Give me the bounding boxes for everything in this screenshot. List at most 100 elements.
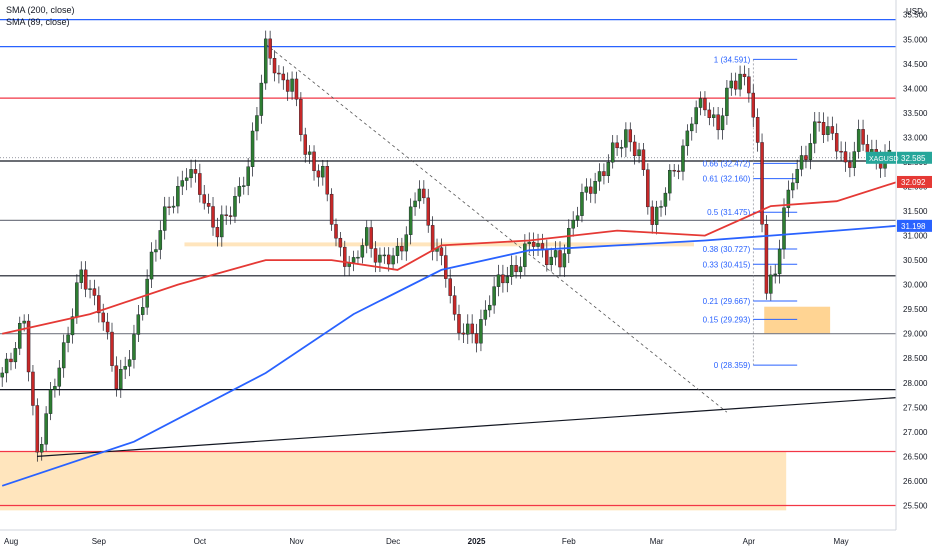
candle[interactable]	[408, 198, 413, 245]
candle[interactable]	[35, 398, 40, 462]
candle[interactable]	[57, 360, 62, 396]
candle[interactable]	[272, 50, 277, 82]
candle[interactable]	[0, 367, 4, 387]
candle[interactable]	[760, 133, 764, 233]
candle[interactable]	[413, 192, 417, 216]
candle[interactable]	[738, 65, 742, 97]
candle[interactable]	[817, 112, 821, 132]
candle[interactable]	[325, 160, 329, 202]
candle[interactable]	[457, 304, 461, 341]
candle[interactable]	[220, 205, 224, 247]
candle[interactable]	[9, 352, 13, 371]
candle[interactable]	[813, 112, 817, 154]
candle[interactable]	[382, 247, 387, 264]
candle[interactable]	[821, 112, 826, 144]
candle[interactable]	[101, 303, 105, 331]
candle[interactable]	[303, 127, 307, 163]
candle[interactable]	[180, 170, 185, 196]
candle[interactable]	[277, 65, 281, 84]
candle[interactable]	[343, 240, 347, 277]
candle[interactable]	[782, 198, 786, 259]
candle[interactable]	[250, 122, 255, 177]
candle[interactable]	[549, 247, 553, 272]
candle[interactable]	[725, 79, 729, 125]
candle[interactable]	[4, 352, 9, 383]
candle[interactable]	[791, 173, 795, 199]
candle[interactable]	[158, 220, 163, 260]
candle[interactable]	[602, 163, 606, 185]
candle[interactable]	[123, 356, 127, 380]
candle[interactable]	[509, 255, 514, 285]
candle[interactable]	[404, 226, 409, 261]
candle[interactable]	[650, 200, 654, 234]
legend-sma89[interactable]: SMA (89, close)	[6, 17, 70, 27]
candle[interactable]	[127, 350, 132, 377]
candle[interactable]	[105, 312, 110, 340]
candle[interactable]	[571, 211, 575, 237]
candle[interactable]	[733, 72, 738, 96]
candle[interactable]	[716, 106, 720, 140]
candle[interactable]	[329, 188, 334, 231]
candle[interactable]	[773, 264, 777, 284]
candle[interactable]	[755, 108, 760, 152]
candle[interactable]	[470, 314, 474, 344]
candle[interactable]	[39, 436, 44, 461]
candle[interactable]	[624, 122, 628, 158]
trendline-0[interactable]	[37, 396, 899, 457]
candle[interactable]	[255, 107, 259, 141]
candle[interactable]	[852, 141, 857, 177]
candle[interactable]	[290, 71, 294, 100]
candle[interactable]	[386, 247, 391, 272]
candle[interactable]	[145, 269, 149, 315]
candle[interactable]	[97, 286, 101, 323]
candle[interactable]	[483, 300, 488, 326]
candle[interactable]	[162, 196, 167, 240]
candle[interactable]	[391, 247, 395, 271]
candle[interactable]	[26, 314, 31, 382]
candle[interactable]	[584, 178, 589, 201]
candle[interactable]	[808, 133, 813, 170]
candle[interactable]	[228, 206, 233, 225]
candle[interactable]	[448, 269, 452, 304]
candle[interactable]	[206, 193, 211, 214]
candle[interactable]	[70, 308, 75, 344]
candle[interactable]	[663, 187, 668, 216]
candle[interactable]	[114, 356, 119, 397]
candle[interactable]	[830, 116, 835, 141]
candle[interactable]	[698, 91, 703, 116]
candle[interactable]	[198, 163, 202, 203]
candle[interactable]	[558, 241, 562, 277]
candle[interactable]	[224, 205, 228, 225]
candle[interactable]	[263, 30, 268, 90]
candle[interactable]	[321, 159, 325, 186]
candle[interactable]	[61, 334, 66, 378]
candle[interactable]	[171, 196, 176, 214]
candle[interactable]	[132, 324, 136, 369]
candle[interactable]	[637, 142, 641, 164]
candle[interactable]	[826, 116, 830, 142]
candle[interactable]	[439, 238, 444, 266]
candle[interactable]	[672, 163, 676, 177]
candle[interactable]	[479, 309, 483, 352]
candle[interactable]	[351, 250, 356, 272]
candle[interactable]	[501, 264, 505, 293]
candle[interactable]	[176, 176, 180, 214]
candle[interactable]	[294, 71, 299, 107]
candle[interactable]	[215, 217, 220, 247]
candle[interactable]	[632, 134, 637, 165]
candle[interactable]	[48, 381, 53, 421]
candle[interactable]	[444, 246, 448, 288]
candle[interactable]	[66, 326, 70, 353]
candle[interactable]	[83, 261, 88, 298]
candle[interactable]	[259, 74, 264, 124]
candle[interactable]	[690, 117, 694, 141]
candle[interactable]	[299, 92, 303, 142]
candle[interactable]	[610, 135, 615, 169]
candle[interactable]	[167, 196, 171, 216]
candle[interactable]	[654, 200, 659, 235]
candle[interactable]	[685, 124, 690, 156]
candle[interactable]	[474, 323, 479, 353]
candle[interactable]	[461, 323, 466, 344]
